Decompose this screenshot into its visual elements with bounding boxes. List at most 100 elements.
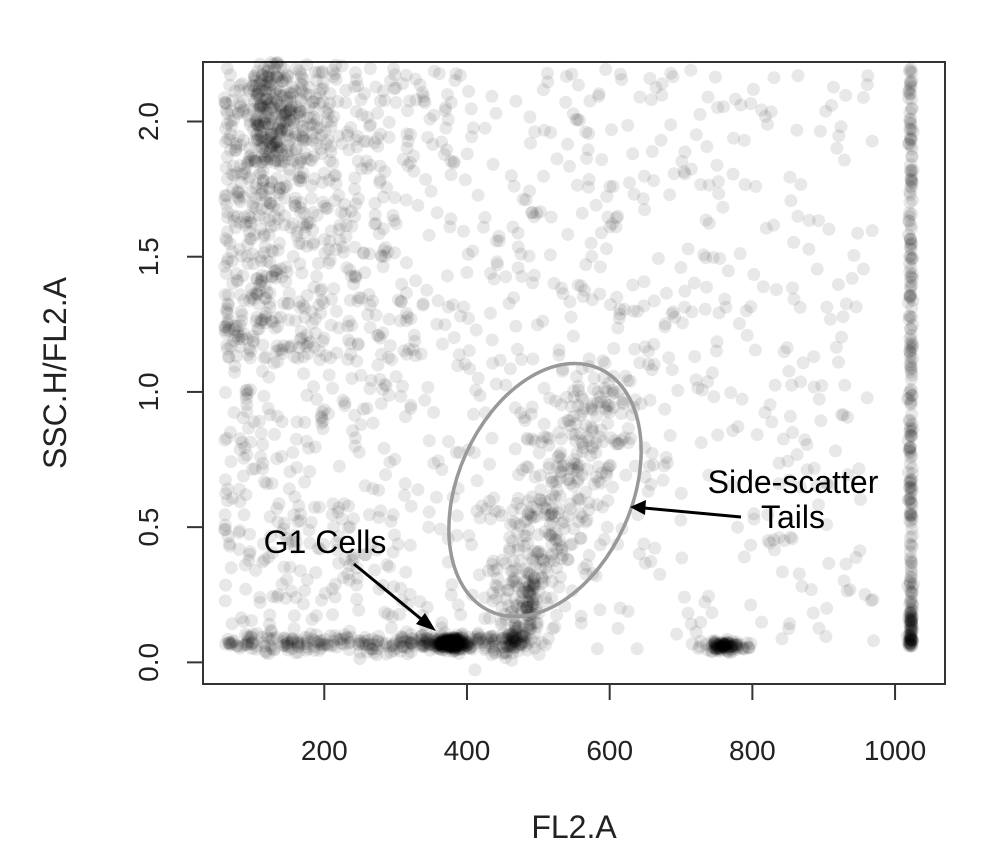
data-point bbox=[297, 134, 311, 148]
data-point bbox=[348, 133, 362, 147]
data-point bbox=[284, 584, 298, 598]
data-point bbox=[293, 564, 307, 578]
data-point bbox=[292, 174, 306, 187]
data-point bbox=[275, 108, 289, 122]
data-point bbox=[277, 89, 291, 103]
data-point bbox=[260, 64, 274, 78]
data-point bbox=[906, 271, 920, 285]
data-point bbox=[264, 95, 278, 109]
data-point bbox=[903, 241, 917, 255]
data-point bbox=[438, 639, 452, 653]
data-point bbox=[255, 364, 269, 378]
x-axis-label: FL2.A bbox=[531, 809, 617, 845]
data-point bbox=[710, 638, 724, 652]
data-point bbox=[904, 131, 918, 145]
data-point bbox=[254, 630, 268, 644]
data-point bbox=[256, 555, 270, 569]
data-point bbox=[609, 220, 623, 234]
data-point bbox=[323, 87, 337, 100]
data-point bbox=[523, 589, 537, 603]
data-point bbox=[544, 509, 558, 522]
data-point bbox=[510, 579, 524, 593]
data-point bbox=[330, 631, 344, 645]
data-point bbox=[490, 255, 504, 269]
data-point bbox=[253, 75, 267, 89]
data-point bbox=[905, 626, 918, 640]
data-point bbox=[508, 618, 522, 632]
data-point bbox=[447, 632, 461, 646]
data-point bbox=[509, 562, 523, 576]
data-point bbox=[441, 636, 455, 650]
data-point bbox=[373, 372, 387, 386]
data-point bbox=[254, 426, 268, 440]
data-point bbox=[448, 639, 462, 653]
data-point bbox=[275, 270, 289, 284]
data-point bbox=[280, 91, 294, 105]
data-point bbox=[619, 468, 633, 482]
data-point bbox=[783, 473, 797, 487]
data-point bbox=[487, 491, 501, 505]
data-point bbox=[795, 579, 809, 593]
data-point bbox=[567, 453, 581, 467]
data-point bbox=[357, 134, 371, 148]
data-point bbox=[371, 642, 384, 656]
data-point bbox=[227, 113, 241, 127]
data-point bbox=[420, 600, 434, 614]
data-point bbox=[610, 290, 624, 304]
data-point bbox=[380, 181, 394, 195]
data-point bbox=[463, 637, 477, 651]
data-point bbox=[555, 516, 569, 530]
data-point bbox=[312, 500, 326, 514]
data-point bbox=[506, 635, 520, 649]
data-point bbox=[223, 539, 237, 553]
g1-cells-arrowhead bbox=[416, 613, 436, 631]
data-point bbox=[520, 565, 533, 579]
data-point bbox=[501, 632, 515, 646]
data-point bbox=[248, 154, 262, 168]
data-point bbox=[641, 357, 655, 371]
data-point bbox=[345, 319, 359, 332]
data-point bbox=[524, 622, 538, 636]
data-point bbox=[348, 439, 362, 453]
data-point bbox=[512, 538, 526, 552]
data-point bbox=[243, 185, 257, 199]
data-point bbox=[358, 479, 372, 493]
data-point bbox=[266, 137, 280, 151]
data-point bbox=[313, 542, 327, 556]
data-point bbox=[371, 358, 385, 372]
data-point bbox=[253, 77, 267, 91]
data-point bbox=[480, 502, 494, 516]
data-point bbox=[422, 520, 436, 534]
data-point bbox=[233, 216, 247, 230]
data-point bbox=[258, 150, 272, 164]
data-point bbox=[484, 630, 498, 644]
data-point bbox=[341, 353, 355, 366]
data-point bbox=[415, 638, 429, 651]
data-point bbox=[905, 635, 919, 649]
data-point bbox=[378, 249, 392, 263]
data-point bbox=[905, 150, 919, 164]
data-point bbox=[281, 536, 295, 550]
data-point bbox=[554, 398, 568, 412]
data-point bbox=[740, 328, 754, 342]
data-point bbox=[615, 73, 629, 86]
data-point bbox=[525, 206, 539, 219]
data-point bbox=[674, 486, 688, 500]
data-point bbox=[904, 633, 918, 647]
data-point bbox=[270, 57, 284, 71]
data-point bbox=[452, 633, 465, 647]
data-point bbox=[301, 336, 315, 350]
data-point bbox=[904, 622, 918, 636]
data-point bbox=[254, 272, 268, 286]
data-point bbox=[649, 81, 663, 95]
data-point bbox=[903, 83, 917, 97]
data-point bbox=[366, 416, 380, 430]
data-point bbox=[904, 495, 918, 509]
data-point bbox=[615, 433, 629, 447]
data-point bbox=[316, 175, 329, 189]
data-point bbox=[527, 578, 540, 592]
data-point bbox=[249, 79, 263, 93]
data-point bbox=[243, 114, 257, 128]
data-point bbox=[259, 350, 273, 364]
data-point bbox=[903, 310, 917, 323]
